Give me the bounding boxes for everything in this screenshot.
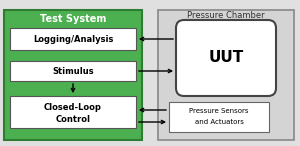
Text: Pressure Chamber: Pressure Chamber <box>187 11 265 20</box>
Bar <box>10 96 136 128</box>
Bar <box>4 10 142 140</box>
Bar <box>158 10 294 140</box>
Text: UUT: UUT <box>208 49 244 65</box>
Text: Closed-Loop: Closed-Loop <box>44 104 102 113</box>
Bar <box>169 102 269 132</box>
Bar <box>10 61 136 81</box>
Text: and Actuators: and Actuators <box>195 119 243 125</box>
Bar <box>10 28 136 50</box>
Text: Test System: Test System <box>40 14 106 24</box>
FancyBboxPatch shape <box>176 20 276 96</box>
Text: Pressure Sensors: Pressure Sensors <box>189 108 249 114</box>
Text: Stimulus: Stimulus <box>52 66 94 75</box>
Text: Logging/Analysis: Logging/Analysis <box>33 34 113 44</box>
Text: Control: Control <box>56 115 91 125</box>
